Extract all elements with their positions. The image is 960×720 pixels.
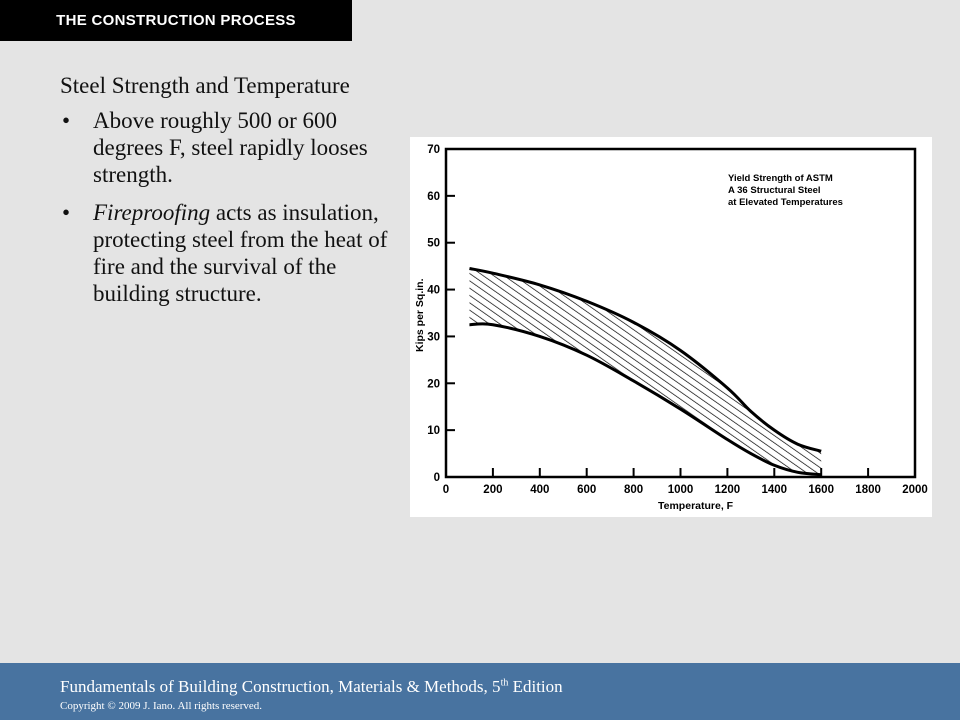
y-tick-label: 0 xyxy=(434,472,440,484)
x-axis-label: Temperature, F xyxy=(658,500,734,512)
y-tick-label: 10 xyxy=(427,425,440,437)
bullet-text: Above roughly 500 or 600 degrees F, stee… xyxy=(93,108,368,187)
y-axis: 0 10 20 30 40 50 60 70 xyxy=(427,144,455,484)
x-tick-label: 400 xyxy=(530,484,549,496)
bullet-item: • Above roughly 500 or 600 degrees F, st… xyxy=(60,107,405,188)
bullet-emphasis: Fireproofing xyxy=(93,200,211,225)
chart-title: Yield Strength of ASTM A 36 Structural St… xyxy=(728,173,843,208)
x-tick-label: 600 xyxy=(577,484,596,496)
section-title-tab: The Construction Process xyxy=(0,0,352,41)
chart-title-line: A 36 Structural Steel xyxy=(728,185,821,196)
x-tick-label: 1600 xyxy=(808,484,834,496)
y-tick-label: 20 xyxy=(427,378,440,390)
strength-band-area xyxy=(469,268,822,475)
upper-bound-line xyxy=(469,267,822,453)
x-tick-label: 1000 xyxy=(668,484,694,496)
chart-title-line: at Elevated Temperatures xyxy=(728,197,843,208)
slide-content: Steel Strength and Temperature • Above r… xyxy=(60,72,405,318)
bullet-list: • Above roughly 500 or 600 degrees F, st… xyxy=(60,107,405,307)
section-title: The Construction Process xyxy=(56,12,296,29)
lower-bound-line xyxy=(469,322,822,477)
chart-title-line: Yield Strength of ASTM xyxy=(728,173,833,184)
y-tick-label: 70 xyxy=(427,144,440,156)
footer-bar: Fundamentals of Building Construction, M… xyxy=(0,663,960,720)
y-tick-label: 30 xyxy=(427,331,440,343)
x-tick-label: 800 xyxy=(624,484,643,496)
chart-figure: 0 10 20 30 40 50 60 70 0 200 400 600 800 1000 1200 140… xyxy=(410,137,932,517)
yield-strength-chart: 0 10 20 30 40 50 60 70 0 200 400 600 800 1000 1200 140… xyxy=(414,144,928,512)
y-tick-label: 40 xyxy=(427,285,440,297)
y-axis-label: Kips per Sq.in. xyxy=(414,278,426,352)
x-tick-label: 200 xyxy=(483,484,502,496)
slide-subtitle: Steel Strength and Temperature xyxy=(60,73,350,98)
x-tick-label: 2000 xyxy=(902,484,928,496)
bullet-text: acts as insulation, protecting steel fro… xyxy=(93,200,388,306)
x-axis: 0 200 400 600 800 1000 1200 1400 1600 1800 2000 xyxy=(443,468,928,496)
x-tick-label: 1800 xyxy=(855,484,881,496)
y-tick-label: 50 xyxy=(427,238,440,250)
footer-copyright: Copyright © 2009 J. Iano. All rights res… xyxy=(60,700,263,712)
x-tick-label: 0 xyxy=(443,484,449,496)
x-tick-label: 1200 xyxy=(715,484,741,496)
bullet-dot-icon: • xyxy=(62,200,71,225)
bullet-dot-icon: • xyxy=(62,108,71,133)
bullet-item: • Fireproofing acts as insulation, prote… xyxy=(60,199,405,307)
y-tick-label: 60 xyxy=(427,191,440,203)
x-tick-label: 1400 xyxy=(762,484,788,496)
edition-superscript: th xyxy=(500,677,509,689)
footer-book-title: Fundamentals of Building Construction, M… xyxy=(60,677,563,696)
